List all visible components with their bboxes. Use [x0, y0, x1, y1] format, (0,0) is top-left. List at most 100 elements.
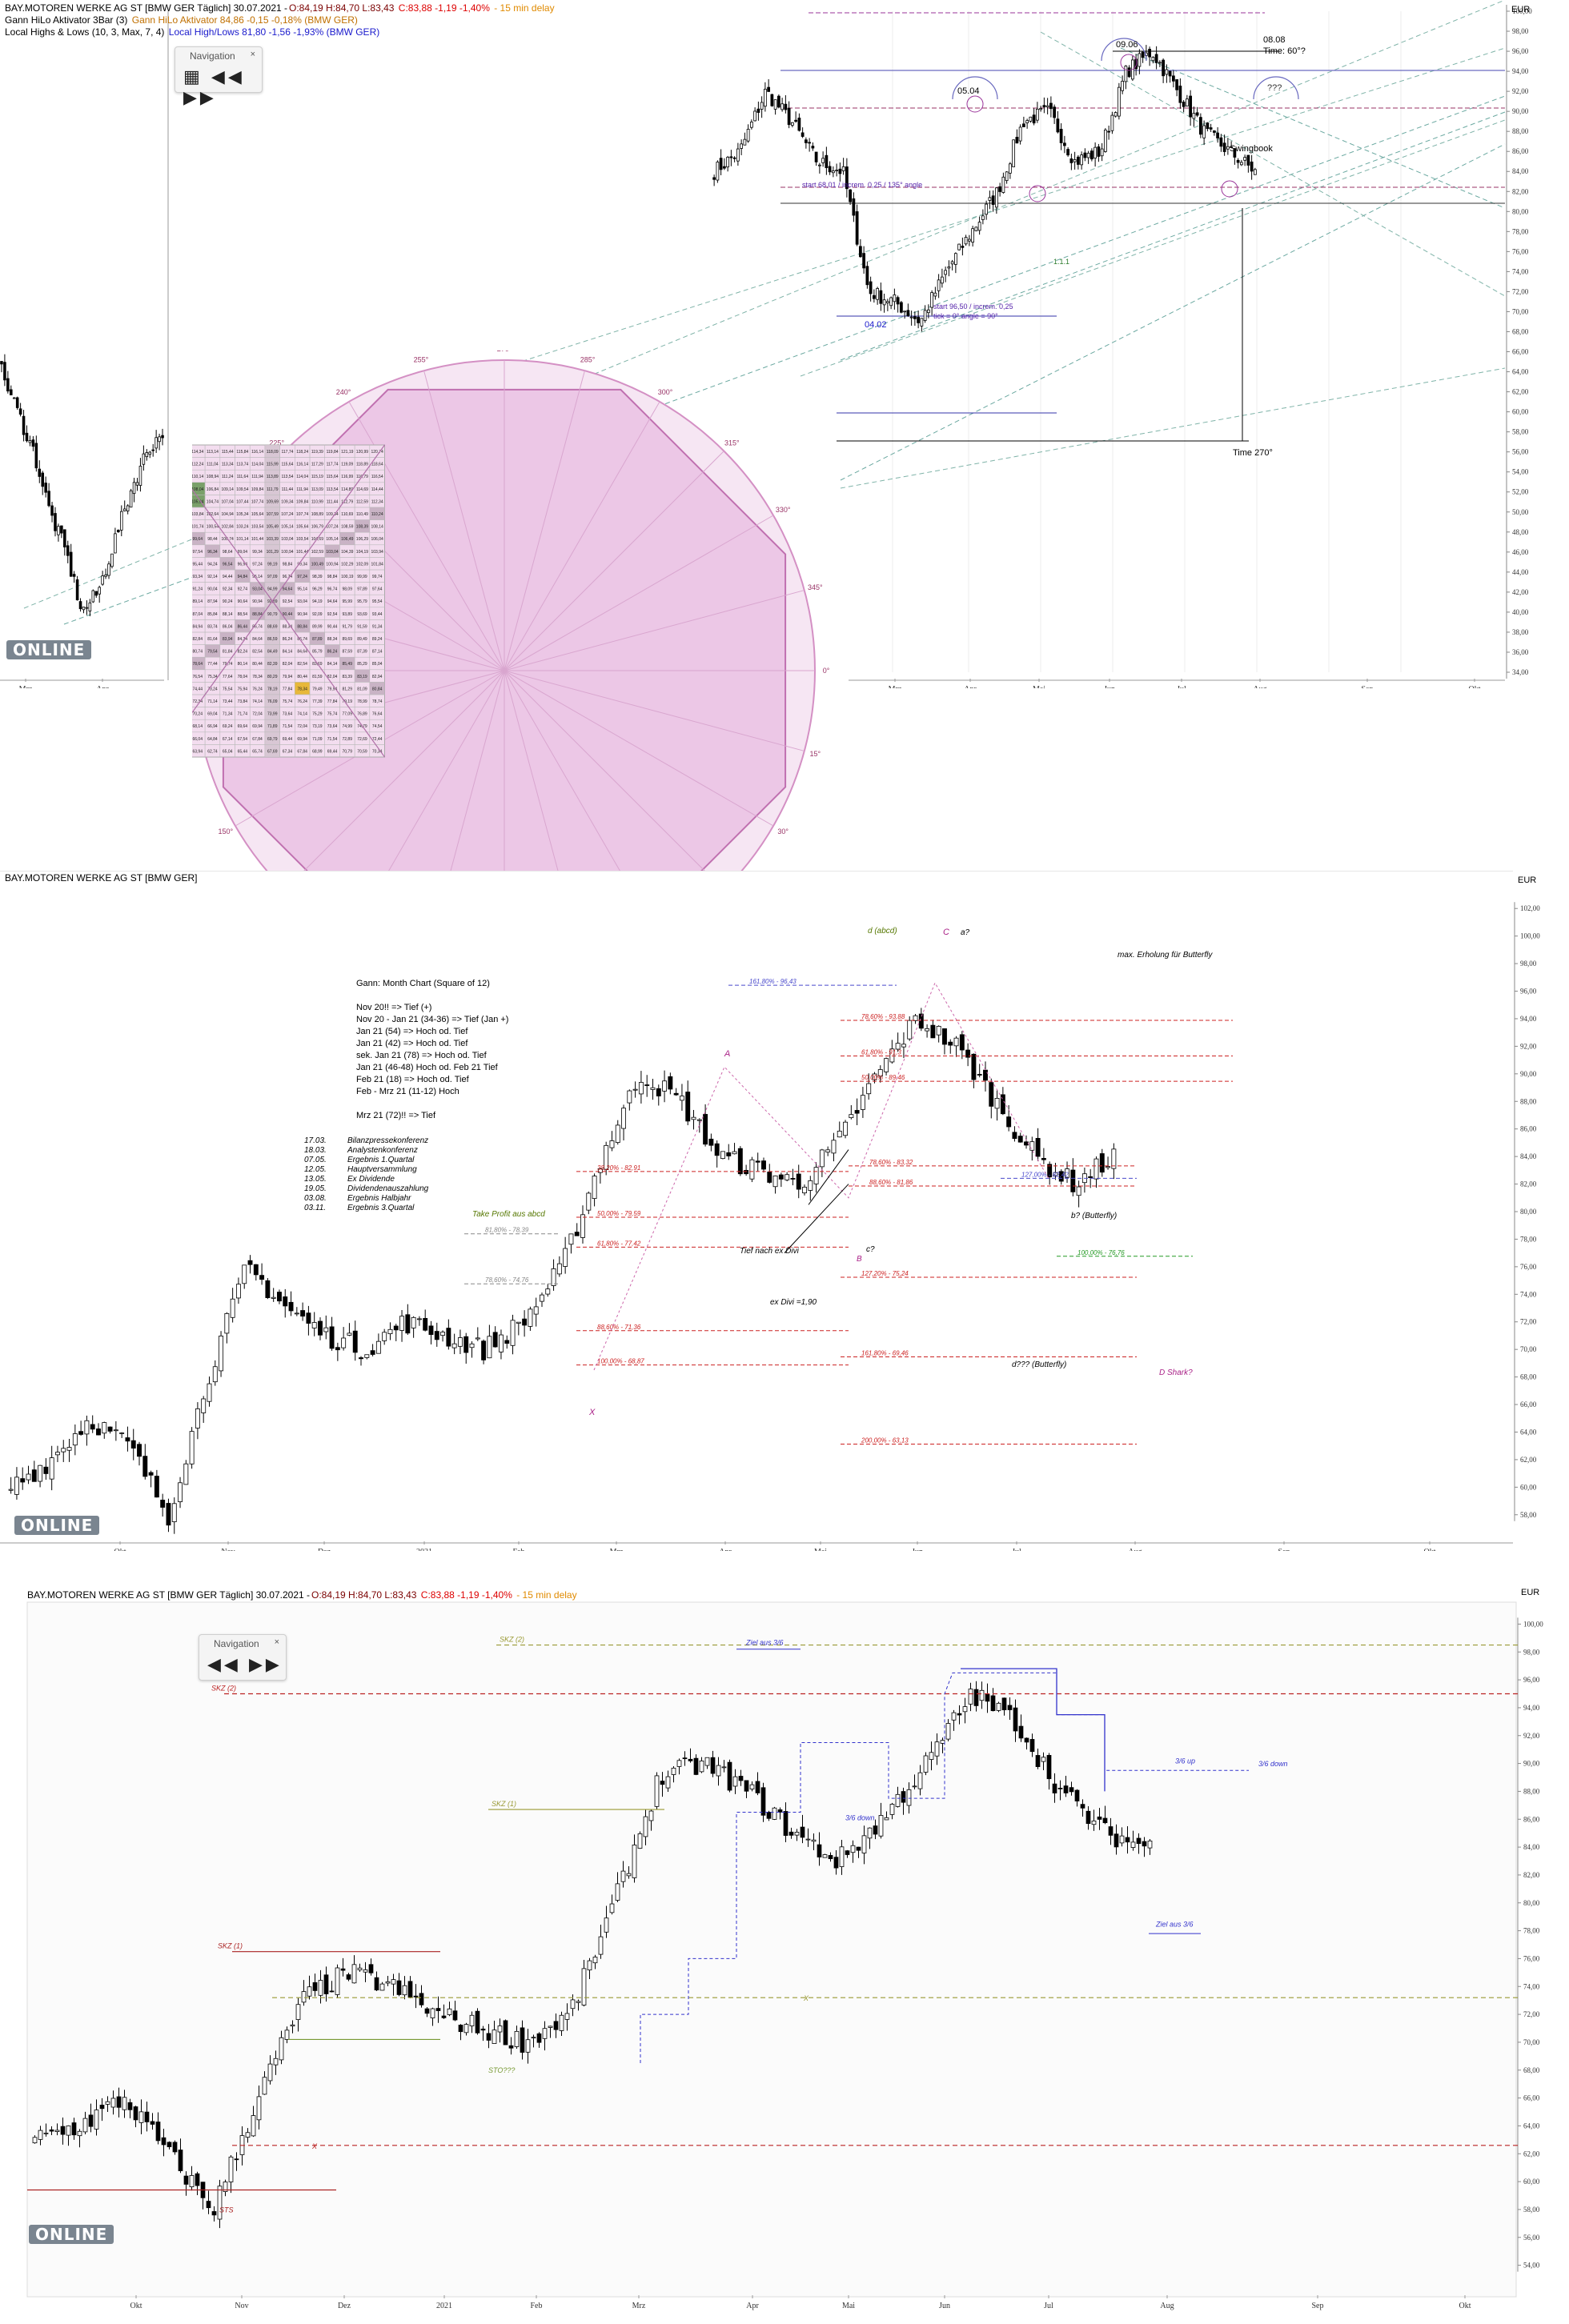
- navigation-buttons[interactable]: ▦ ◀◀ ▶▶: [183, 66, 245, 107]
- p3-tick-label: 70,00: [1523, 2038, 1540, 2046]
- p2-candle: [808, 1180, 813, 1191]
- arrow-line: [784, 1184, 849, 1253]
- p2-candle: [137, 1444, 142, 1457]
- p2-candle: [78, 1431, 84, 1435]
- p1-right-candle: [1089, 150, 1093, 160]
- square-cell-value: 114,69: [356, 487, 368, 492]
- p1-right-candle: [719, 158, 723, 170]
- p1-left-candle: [72, 574, 76, 577]
- p1-right-candle: [985, 203, 989, 215]
- p3-candle: [979, 1689, 985, 1701]
- p3-xtick-label: Nov: [235, 2302, 248, 2310]
- square-cell-value: 65,44: [238, 749, 248, 754]
- p1-right-candle: [1117, 86, 1121, 117]
- p1-tick-label: 70,00: [1512, 307, 1529, 315]
- p3-candle: [968, 1689, 973, 1705]
- p2-candle: [522, 1318, 528, 1326]
- square-cell-value: 113,34: [222, 463, 234, 467]
- p2-candle: [481, 1340, 487, 1360]
- p3-candle: [760, 1787, 766, 1816]
- p2-candle: [843, 1121, 848, 1136]
- p1-left-candle: [107, 563, 110, 576]
- p2-candle: [8, 1489, 14, 1491]
- p2-candle: [393, 1325, 399, 1331]
- square-cell-value: 103,54: [296, 537, 309, 542]
- p3-candle: [945, 1723, 951, 1740]
- fib-label: 78,60% - 93,88: [861, 1013, 905, 1020]
- p1-right-candle: [1114, 112, 1118, 117]
- label-d-shark: D Shark?: [1159, 1368, 1193, 1377]
- p2-candle: [154, 1476, 159, 1498]
- p1-right-candle: [926, 309, 930, 314]
- square-cell-value: 64,84: [207, 737, 218, 742]
- gann-degree-label: 255°: [414, 356, 429, 364]
- square-cell-value: 104,19: [356, 550, 369, 555]
- p3-candle: [693, 1757, 699, 1775]
- chart-3-bg: [26, 1601, 1517, 2298]
- square-cell-value: 90,94: [297, 612, 307, 617]
- close-icon-3[interactable]: ×: [274, 1637, 279, 1647]
- square-cell-value: 98,64: [223, 550, 233, 555]
- p2-candle: [977, 1074, 982, 1076]
- square-cell-value: 109,69: [267, 499, 279, 504]
- square-cell-value: 79,94: [327, 687, 338, 691]
- p3-candle: [452, 2010, 458, 2021]
- p3-candle: [772, 1807, 777, 1820]
- square-cell-value: 86,44: [238, 624, 248, 629]
- p1-right-candle: [1062, 142, 1066, 146]
- square-cell-value: 90,64: [238, 599, 248, 604]
- p1-left-candle: [110, 553, 114, 567]
- p1-right-candle: [1154, 54, 1158, 63]
- square-cell-value: 85,49: [342, 662, 352, 667]
- p3-candle: [587, 1960, 592, 1971]
- p1-right-candle: [858, 246, 862, 258]
- gann-note-line: Feb - Mrz 21 (11-12) Hoch: [356, 1087, 459, 1096]
- close-icon[interactable]: ×: [250, 50, 255, 59]
- p1-left-candle: [98, 587, 101, 595]
- p1-right-candle: [760, 102, 764, 110]
- p2-candle: [959, 1034, 965, 1051]
- p2-candle: [107, 1426, 113, 1432]
- p3-tick-label: 96,00: [1523, 1676, 1540, 1684]
- square-cell-value: 110,69: [341, 512, 353, 517]
- p3-candle: [912, 1785, 917, 1788]
- p3-candle: [833, 1857, 839, 1869]
- square-cell-value: 85,84: [207, 612, 218, 617]
- p2-candle: [463, 1336, 469, 1353]
- p2-candle: [703, 1114, 708, 1145]
- p1-left-candle: [138, 466, 142, 487]
- square-cell-value: 93,04: [297, 599, 307, 604]
- square-cell-value: 105,14: [281, 525, 294, 530]
- p2-candle: [277, 1292, 282, 1302]
- square-diagonal: [192, 444, 385, 714]
- square-cell-value: 88,34: [283, 624, 293, 629]
- indicator-1-value: Gann HiLo Aktivator 84,86 -0,15 -0,18% (…: [131, 14, 358, 26]
- p1-left-candle: [18, 408, 22, 415]
- square-cell-value: 96,54: [223, 562, 233, 567]
- p1-right-candle: [1053, 106, 1057, 118]
- p3-tick-label: 62,00: [1523, 2150, 1540, 2158]
- navigation-buttons-3[interactable]: ◀◀ ▶▶: [207, 1654, 283, 1674]
- label-skz-green: SKZ (1): [492, 1800, 516, 1808]
- p3-tick-label: 78,00: [1523, 1927, 1540, 1935]
- pivot-circle: [1221, 180, 1238, 198]
- p1-xtick-label: Mai: [1033, 685, 1045, 688]
- p2-candle: [49, 1457, 54, 1480]
- p2-xtick-label: Jul: [1012, 1548, 1021, 1551]
- label-sts: STS: [219, 2206, 234, 2214]
- gann-radial: [504, 371, 585, 671]
- navigation-title-3: Navigation: [214, 1638, 259, 1649]
- p1-tick-label: 88,00: [1512, 127, 1529, 135]
- square-cell-value: 98,39: [312, 575, 323, 579]
- label-take-profit: Take Profit aus abcd: [472, 1210, 545, 1219]
- square-cell-value: 107,44: [236, 499, 249, 504]
- navigation-widget-3[interactable]: Navigation × ◀◀ ▶▶: [199, 1634, 287, 1681]
- p2-candle: [989, 1082, 994, 1107]
- p2-candle: [451, 1343, 457, 1348]
- p3-candle: [71, 2122, 77, 2136]
- square-cell-value: 106,84: [207, 487, 219, 492]
- p2-candle: [849, 1114, 854, 1119]
- label-ziel-top: Ziel aus 3/6: [745, 1639, 784, 1647]
- navigation-widget-1[interactable]: Navigation × ▦ ◀◀ ▶▶: [175, 46, 263, 107]
- label-d-butterfly: d??? (Butterfly): [1012, 1360, 1066, 1369]
